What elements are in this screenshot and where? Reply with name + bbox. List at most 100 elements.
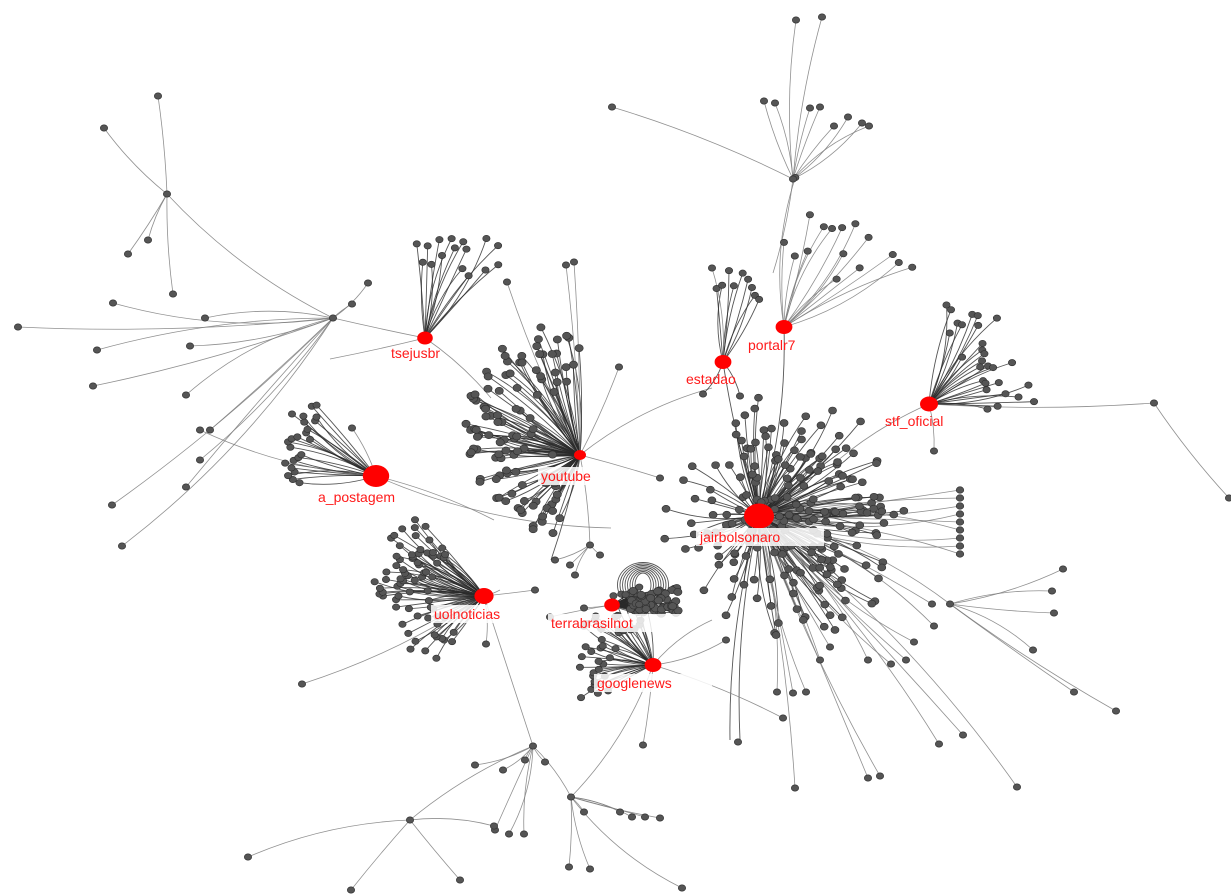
leaf-node bbox=[752, 594, 762, 603]
leaf-node bbox=[551, 556, 559, 564]
leaf-node bbox=[779, 714, 787, 722]
leaf-node bbox=[494, 242, 503, 250]
graph-edge bbox=[532, 454, 581, 530]
leaf-node bbox=[750, 462, 760, 470]
leaf-node bbox=[628, 587, 638, 595]
leaf-node bbox=[447, 235, 456, 243]
graph-edge bbox=[570, 796, 661, 819]
leaf-node bbox=[517, 481, 527, 489]
graph-edge bbox=[652, 664, 784, 719]
leaf-node bbox=[501, 497, 511, 506]
graph-edge bbox=[199, 317, 334, 461]
leaf-node bbox=[567, 793, 575, 801]
leaf-node bbox=[466, 448, 476, 457]
graph-edge bbox=[17, 317, 334, 330]
leaf-node bbox=[815, 581, 825, 590]
graph-edge bbox=[722, 279, 749, 363]
leaf-node bbox=[831, 508, 840, 516]
leaf-node bbox=[244, 853, 252, 861]
graph-edge bbox=[722, 273, 744, 363]
leaf-node bbox=[780, 439, 789, 447]
leaf-node bbox=[399, 566, 408, 574]
graph-edge bbox=[783, 226, 825, 328]
leaf-node bbox=[464, 272, 473, 280]
leaf-node bbox=[421, 647, 430, 655]
leaf-node bbox=[449, 628, 458, 636]
leaf-node bbox=[739, 580, 749, 589]
leaf-node bbox=[144, 236, 152, 244]
leaf-node bbox=[660, 534, 670, 543]
leaf-node bbox=[641, 813, 649, 821]
leaf-node bbox=[396, 575, 405, 583]
graph-edge bbox=[792, 122, 863, 180]
graph-edge bbox=[494, 745, 534, 831]
leaf-node bbox=[1001, 390, 1010, 398]
leaf-node bbox=[771, 631, 781, 639]
leaf-node bbox=[824, 477, 834, 485]
leaf-node bbox=[801, 412, 811, 421]
graph-edge bbox=[416, 243, 426, 339]
leaf-node bbox=[699, 586, 709, 595]
leaf-node bbox=[1112, 707, 1120, 715]
leaf-node bbox=[529, 742, 537, 750]
leaf-node bbox=[483, 384, 493, 393]
leaf-node bbox=[196, 426, 204, 434]
leaf-node bbox=[462, 245, 471, 253]
leaf-node bbox=[531, 586, 539, 594]
graph-edge bbox=[1153, 402, 1230, 499]
leaf-node bbox=[864, 656, 872, 664]
leaf-node bbox=[848, 475, 857, 483]
leaf-node bbox=[930, 447, 938, 455]
graph-edge bbox=[414, 519, 485, 597]
leaf-node bbox=[1048, 587, 1056, 595]
leaf-node bbox=[169, 290, 177, 298]
leaf-node bbox=[93, 346, 101, 354]
leaf-node bbox=[805, 211, 814, 219]
leaf-node bbox=[746, 445, 756, 453]
leaf-node bbox=[448, 638, 457, 646]
leaf-node bbox=[867, 599, 877, 608]
leaf-node bbox=[899, 507, 909, 515]
leaf-node bbox=[421, 522, 430, 530]
leaf-node bbox=[548, 450, 557, 459]
leaf-node bbox=[775, 512, 784, 521]
leaf-node bbox=[654, 596, 664, 605]
leaf-node bbox=[390, 531, 399, 539]
leaf-node bbox=[570, 258, 578, 266]
leaf-node bbox=[89, 382, 97, 390]
leaf-node bbox=[809, 515, 818, 523]
leaf-node bbox=[754, 393, 763, 402]
leaf-node bbox=[945, 329, 954, 337]
leaf-node bbox=[1150, 399, 1158, 407]
leaf-node bbox=[418, 258, 427, 266]
leaf-node bbox=[955, 494, 965, 502]
graph-edge bbox=[166, 193, 334, 319]
graph-edges bbox=[17, 16, 1230, 891]
leaf-node bbox=[395, 542, 404, 550]
hub-node-a_postagem bbox=[362, 465, 390, 487]
graph-edge bbox=[103, 127, 168, 195]
leaf-node bbox=[740, 411, 750, 419]
graph-edge bbox=[112, 302, 334, 324]
hub-label-tsejusbr: tsejusbr bbox=[391, 345, 440, 361]
leaf-node bbox=[841, 444, 851, 452]
graph-edge bbox=[836, 403, 930, 462]
leaf-node bbox=[714, 560, 724, 569]
leaf-node bbox=[493, 418, 503, 426]
leaf-node bbox=[284, 472, 293, 480]
graph-edge bbox=[565, 367, 581, 456]
graph-edge bbox=[420, 262, 426, 339]
leaf-node bbox=[751, 438, 760, 447]
leaf-node bbox=[536, 323, 546, 332]
leaf-node bbox=[421, 568, 430, 576]
hub-node-youtube bbox=[574, 450, 586, 460]
leaf-node bbox=[609, 592, 618, 600]
leaf-node bbox=[552, 335, 562, 344]
leaf-node bbox=[727, 519, 737, 528]
leaf-node bbox=[450, 244, 459, 252]
leaf-node bbox=[555, 514, 565, 523]
leaf-node bbox=[816, 103, 824, 111]
leaf-node bbox=[531, 366, 541, 374]
leaf-node bbox=[491, 475, 501, 484]
leaf-node bbox=[844, 113, 852, 121]
